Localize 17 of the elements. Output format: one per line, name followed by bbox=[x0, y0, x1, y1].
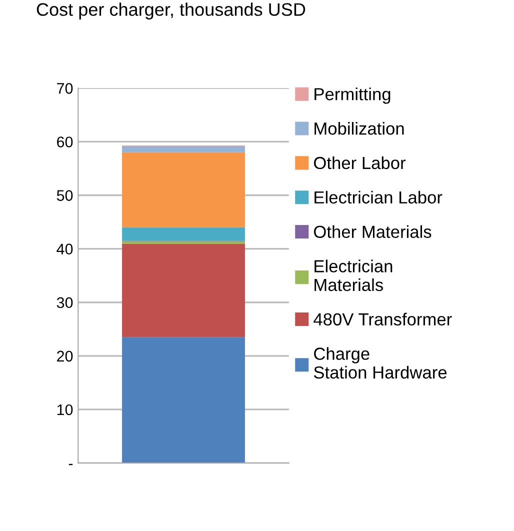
chart-title: Cost per charger, thousands USD bbox=[36, 2, 306, 20]
y-tick-label: 50 bbox=[56, 190, 73, 201]
legend-label: Electrician Materials bbox=[314, 260, 392, 292]
y-tick-label: 70 bbox=[57, 83, 73, 94]
legend-label: Other Materials bbox=[314, 225, 432, 238]
y-tick-label: - bbox=[68, 464, 73, 466]
legend-label: Electrician Labor bbox=[314, 190, 442, 204]
legend-label: Other Labor bbox=[314, 156, 406, 170]
legend-label: Mobilization bbox=[314, 122, 404, 135]
y-tick-label: 60 bbox=[57, 136, 73, 148]
y-tick-label: 20 bbox=[57, 350, 73, 362]
y-tick-label: 30 bbox=[56, 297, 73, 308]
y-tick-label: 10 bbox=[57, 404, 73, 416]
y-tick-label: 40 bbox=[56, 244, 73, 254]
legend-label: Charge Station Hardware bbox=[314, 347, 447, 379]
legend-label: 480V Transformer bbox=[314, 312, 452, 326]
legend-label: Permitting bbox=[314, 88, 390, 104]
